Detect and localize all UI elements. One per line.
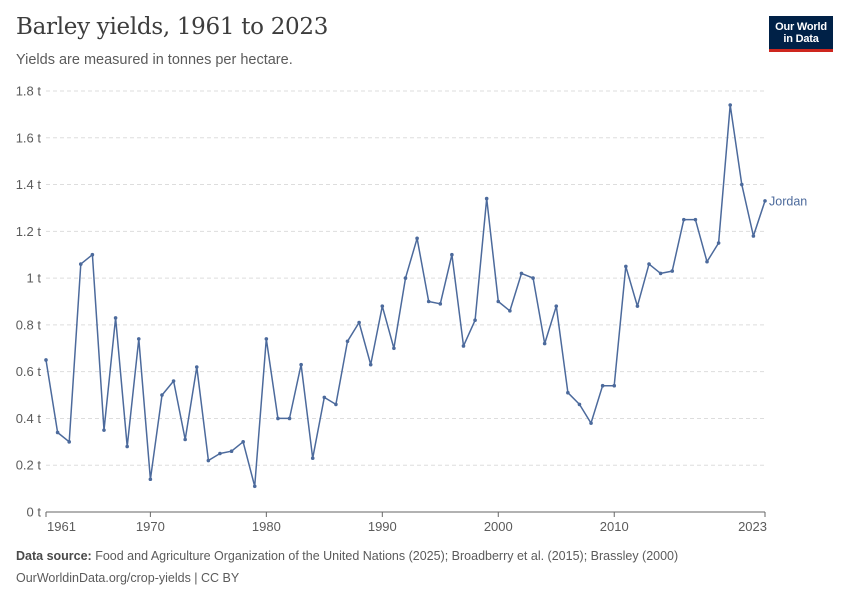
x-tick-label: 1980	[252, 519, 281, 534]
data-point[interactable]	[55, 430, 60, 435]
data-point[interactable]	[392, 346, 396, 351]
data-point[interactable]	[600, 383, 605, 388]
data-point[interactable]	[554, 304, 559, 308]
data-point[interactable]	[403, 276, 408, 280]
data-point[interactable]	[264, 337, 269, 341]
data-point[interactable]	[426, 299, 431, 304]
data-source-text[interactable]: Food and Agriculture Organization of the…	[95, 549, 679, 563]
data-point[interactable]	[682, 217, 686, 222]
x-tick-label: 1970	[136, 519, 165, 534]
y-tick-label: 1.6 t	[16, 130, 42, 145]
data-point[interactable]	[78, 262, 83, 266]
y-tick-label: 0 t	[27, 505, 42, 520]
x-tick-label: 1961	[47, 519, 76, 534]
data-point[interactable]	[194, 365, 199, 369]
data-point[interactable]	[589, 421, 593, 425]
data-point[interactable]	[206, 458, 211, 463]
data-point[interactable]	[438, 302, 443, 306]
data-point[interactable]	[450, 252, 454, 257]
data-point[interactable]	[624, 264, 628, 269]
data-point[interactable]	[218, 451, 222, 456]
data-point[interactable]	[229, 449, 234, 453]
y-tick-label: 1.4 t	[16, 177, 42, 192]
data-point[interactable]	[357, 320, 361, 325]
data-point[interactable]	[136, 337, 141, 341]
data-point[interactable]	[542, 341, 547, 346]
data-point[interactable]	[345, 339, 350, 344]
data-point[interactable]	[252, 484, 257, 489]
data-point[interactable]	[276, 416, 280, 421]
x-tick-label: 1990	[368, 519, 397, 534]
y-tick-label: 0.6 t	[16, 364, 42, 379]
data-point[interactable]	[113, 316, 118, 320]
data-point[interactable]	[310, 456, 315, 461]
logo-line-1: Our World	[775, 20, 827, 33]
data-point[interactable]	[763, 199, 767, 203]
data-point[interactable]	[566, 390, 570, 395]
data-point[interactable]	[577, 402, 582, 407]
x-tick-label: 2010	[600, 519, 629, 534]
data-point[interactable]	[647, 262, 651, 266]
data-point[interactable]	[241, 440, 245, 444]
data-point[interactable]	[612, 383, 617, 388]
data-point[interactable]	[415, 236, 419, 241]
data-point[interactable]	[334, 402, 338, 407]
series-line-jordan[interactable]	[45, 104, 766, 488]
data-point[interactable]	[705, 259, 709, 264]
data-point[interactable]	[102, 428, 106, 432]
data-point[interactable]	[740, 182, 744, 187]
data-point[interactable]	[125, 444, 129, 449]
data-point[interactable]	[728, 103, 733, 107]
data-point[interactable]	[287, 416, 292, 421]
url-license[interactable]: OurWorldinData.org/crop-yields | CC BY	[16, 571, 240, 585]
data-point[interactable]	[171, 379, 176, 383]
data-point[interactable]	[635, 304, 640, 308]
data-point[interactable]	[183, 437, 187, 442]
owid-logo[interactable]: Our World in Data	[769, 16, 833, 52]
data-point[interactable]	[751, 234, 756, 238]
data-point[interactable]	[716, 241, 721, 245]
data-point[interactable]	[658, 271, 663, 276]
y-tick-label: 0.8 t	[16, 317, 42, 332]
x-tick-label: 2023	[738, 519, 767, 534]
logo-line-2: in Data	[783, 32, 819, 45]
data-point[interactable]	[299, 362, 303, 367]
y-tick-label: 1 t	[27, 271, 42, 286]
data-point[interactable]	[368, 362, 373, 367]
data-point[interactable]	[473, 318, 477, 323]
data-point[interactable]	[484, 196, 489, 201]
data-source-note: Data source: Food and Agriculture Organi…	[16, 549, 678, 563]
y-tick-label: 0.2 t	[16, 458, 42, 473]
data-point[interactable]	[67, 440, 71, 444]
data-point[interactable]	[531, 276, 535, 280]
y-tick-label: 0.4 t	[16, 411, 42, 426]
y-tick-label: 1.8 t	[16, 84, 42, 99]
data-point[interactable]	[461, 344, 466, 348]
data-point[interactable]	[380, 304, 385, 308]
data-point[interactable]	[322, 395, 327, 400]
y-tick-label: 1.2 t	[16, 224, 42, 239]
data-point[interactable]	[693, 217, 698, 222]
data-point[interactable]	[44, 358, 48, 362]
data-point[interactable]	[160, 393, 164, 397]
data-point[interactable]	[519, 271, 524, 276]
chart-subtitle: Yields are measured in tonnes per hectar…	[16, 52, 293, 68]
data-point[interactable]	[148, 477, 153, 482]
data-point[interactable]	[508, 309, 512, 313]
data-source-label: Data source:	[16, 549, 92, 563]
x-tick-label: 2000	[484, 519, 513, 534]
data-point[interactable]	[670, 269, 675, 273]
chart-title: Barley yields, 1961 to 2023	[16, 14, 329, 40]
series-label[interactable]: Jordan	[769, 194, 807, 208]
data-point[interactable]	[90, 252, 95, 257]
data-point[interactable]	[496, 299, 501, 304]
